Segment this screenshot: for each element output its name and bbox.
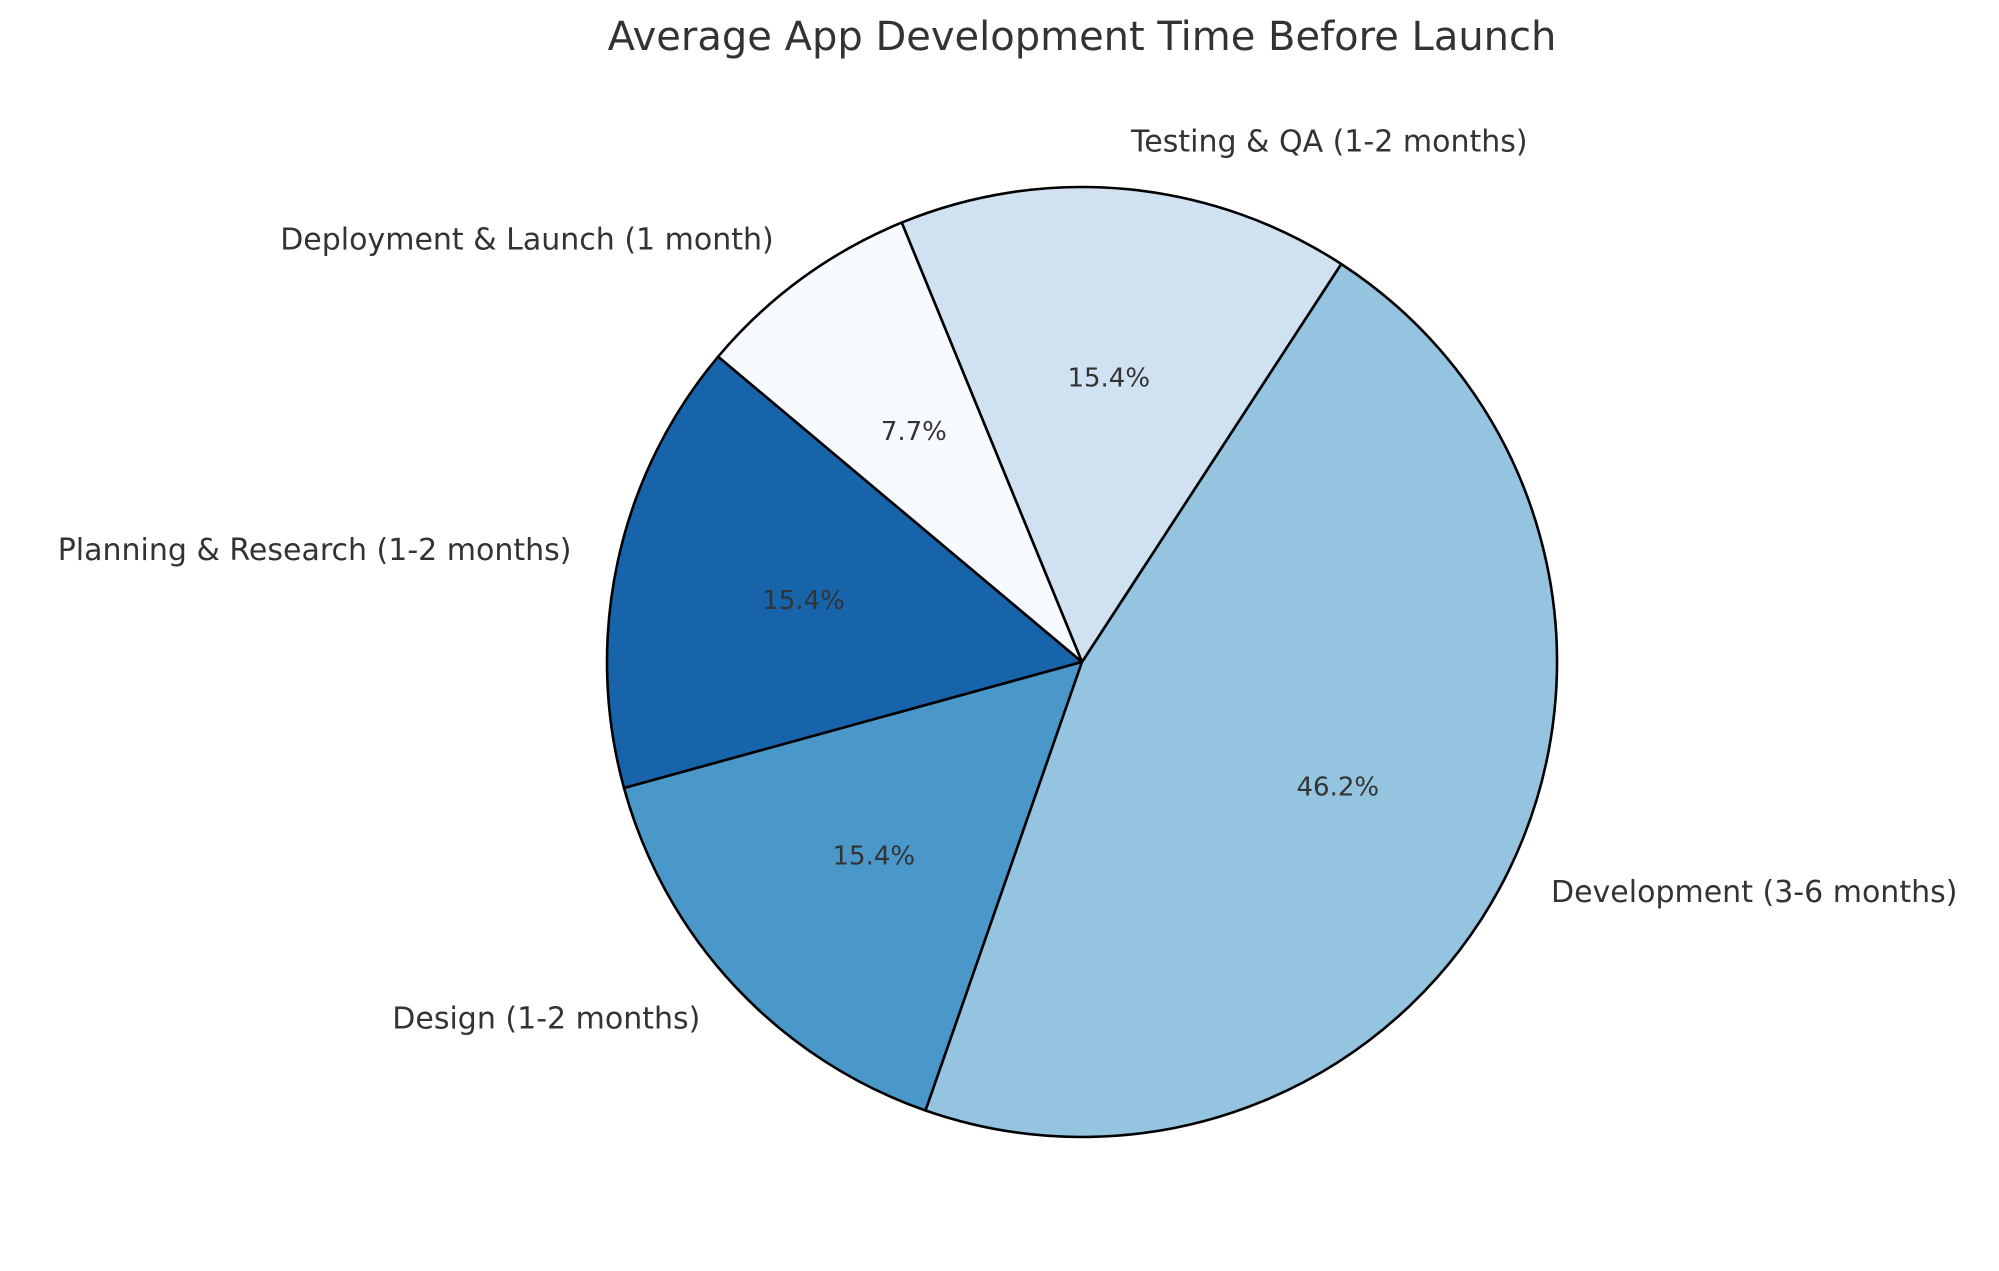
percent-label: 15.4% (762, 586, 845, 616)
pie-slice-planning-research-1-2-months (605, 355, 1084, 790)
category-labels: Planning & Research (1-2 months) Design (… (58, 124, 1958, 1036)
pie-slice-deployment-launch-1-month (716, 221, 1084, 664)
category-label: Testing & QA (1-2 months) (1130, 124, 1528, 159)
category-label: Design (1-2 months) (392, 1001, 700, 1036)
percent-label: 15.4% (833, 842, 916, 872)
category-label: Development (3-6 months) (1551, 875, 1957, 910)
percent-label: 15.4% (1067, 363, 1150, 393)
pie-slice-design-1-2-months (622, 660, 1084, 1112)
chart-title: Average App Development Time Before Laun… (608, 14, 1557, 60)
pie-slice-testing-qa-1-2-months (900, 185, 1343, 664)
category-label: Deployment & Launch (1 month) (280, 223, 774, 258)
pie-slice-development-3-6-months (924, 262, 1559, 1139)
percent-label: 46.2% (1297, 773, 1380, 803)
percent-labels: 15.4% 15.4% 46.2% 15.4% 7.7% (762, 363, 1379, 871)
pie-slices (605, 185, 1559, 1139)
percent-label: 7.7% (881, 417, 947, 447)
category-label: Planning & Research (1-2 months) (58, 533, 572, 568)
